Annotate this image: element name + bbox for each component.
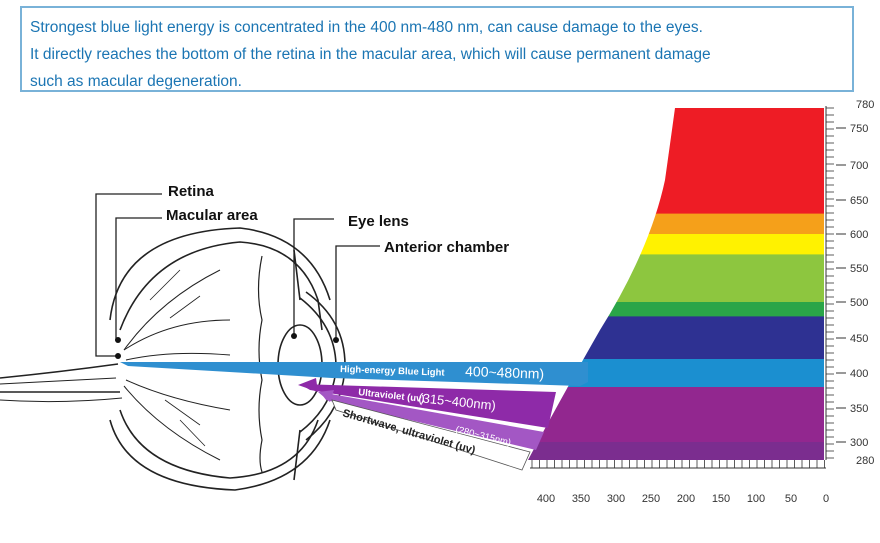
right-tick-label-300: 300 xyxy=(850,437,868,449)
label-macular-area: Macular area xyxy=(166,207,258,224)
spectrum-band-420-480 xyxy=(528,316,824,360)
bottom-tick-label-300: 300 xyxy=(607,493,625,505)
bottom-tick-label-250: 250 xyxy=(642,493,660,505)
uv-315-400-beam xyxy=(300,384,556,428)
bottom-tick-label-400: 400 xyxy=(537,493,555,505)
label-dots xyxy=(115,333,339,359)
bottom-axis: 400 350 300 250 200 150 100 50 0 xyxy=(530,460,829,505)
right-tick-label-280: 280 xyxy=(856,455,874,467)
spectrum-band-570-600 xyxy=(528,234,824,255)
spectrum-band-630-780 xyxy=(528,108,824,215)
label-eye-lens: Eye lens xyxy=(348,213,409,230)
right-axis: 780 750 700 650 600 550 500 450 400 350 300 280 xyxy=(825,99,874,467)
right-tick-label-400: 400 xyxy=(850,368,868,380)
bottom-tick-label-100: 100 xyxy=(747,493,765,505)
ray-label-blue-small: High-energy Blue Light xyxy=(340,364,446,379)
caption-line-1: Strongest blue light energy is concentra… xyxy=(30,19,703,36)
right-tick-label-450: 450 xyxy=(850,333,868,345)
right-tick-label-500: 500 xyxy=(850,297,868,309)
right-tick-label-550: 550 xyxy=(850,263,868,275)
blue-light-beam xyxy=(120,362,588,386)
right-tick-label-350: 350 xyxy=(850,403,868,415)
right-tick-label-780: 780 xyxy=(856,99,874,111)
right-tick-label-600: 600 xyxy=(850,229,868,241)
ray-label-blue-big: 400~480nm) xyxy=(465,363,545,382)
spectrum-band-480-500 xyxy=(528,302,824,317)
label-retina: Retina xyxy=(168,183,215,200)
eye-illustration xyxy=(0,227,346,491)
spectrum-band-600-630 xyxy=(528,213,824,235)
caption-line-2: It directly reaches the bottom of the re… xyxy=(30,46,711,63)
spectrum-band-500-570 xyxy=(528,254,824,303)
bottom-tick-label-150: 150 xyxy=(712,493,730,505)
uv-315-400-arrowhead xyxy=(298,378,318,392)
label-anterior-chamber: Anterior chamber xyxy=(384,239,509,256)
right-tick-label-650: 650 xyxy=(850,195,868,207)
bottom-tick-label-0: 0 xyxy=(823,493,829,505)
spectrum-band-280-300 xyxy=(528,442,824,460)
spectrum-band-300-380 xyxy=(528,387,824,443)
caption-line-3: such as macular degeneration. xyxy=(30,73,242,90)
shortwave-uv-beam xyxy=(331,399,531,471)
uv-280-315-arrowhead xyxy=(318,390,334,402)
bottom-tick-label-200: 200 xyxy=(677,493,695,505)
bottom-tick-label-50: 50 xyxy=(785,493,797,505)
right-tick-label-750: 750 xyxy=(850,123,868,135)
bottom-tick-label-350: 350 xyxy=(572,493,590,505)
caption-box: Strongest blue light energy is concentra… xyxy=(20,6,854,92)
uv-280-315-beam xyxy=(320,392,544,450)
right-tick-label-700: 700 xyxy=(850,160,868,172)
